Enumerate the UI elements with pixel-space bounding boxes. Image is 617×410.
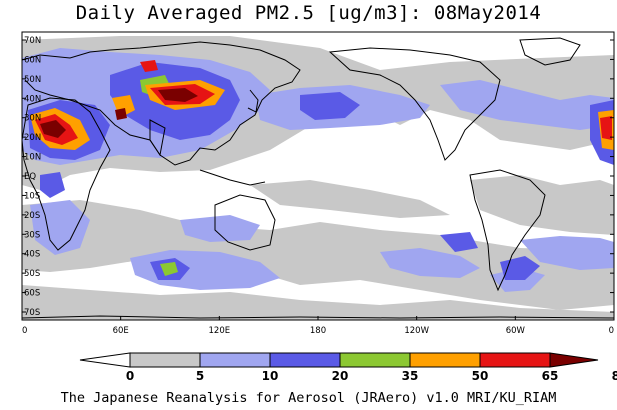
lon-label: 60W	[506, 326, 526, 336]
colorbar-segment	[479, 352, 551, 368]
colorbar-label: 65	[542, 369, 559, 383]
lat-label: 50N	[24, 75, 41, 85]
colorbar-label: 50	[472, 369, 489, 383]
longitude-axis: 0 60E 120E 180 120W 60W 0	[21, 316, 615, 336]
pm25-shading	[22, 36, 614, 320]
colorbar-label: 80	[612, 369, 617, 383]
colorbar-segment	[129, 352, 201, 368]
lat-label: 70N	[24, 36, 41, 46]
lon-label: 120W	[404, 326, 429, 336]
lat-label: 60N	[24, 55, 41, 65]
lon-label: 0	[22, 326, 27, 336]
colorbar-label: 20	[332, 369, 349, 383]
colorbar-segment	[409, 352, 481, 368]
colorbar-segment	[339, 352, 411, 368]
colorbar-arrow-low	[79, 352, 131, 368]
colorbar: 0 5 10 20 35 50 65 80	[79, 352, 617, 383]
lat-label: 70S	[24, 308, 40, 318]
colorbar-segment	[269, 352, 341, 368]
lat-label: 10N	[24, 153, 41, 163]
colorbar-label: 5	[196, 369, 204, 383]
lat-label: 40N	[24, 94, 41, 104]
lat-label: 30S	[24, 230, 40, 240]
lat-label: 20S	[24, 211, 40, 221]
lat-label: 20N	[24, 133, 41, 143]
lon-label: 120E	[209, 326, 231, 336]
colorbar-arrow-high	[549, 352, 599, 368]
lon-label: 60E	[113, 326, 129, 336]
latitude-axis: 70N 60N 50N 40N 30N 20N 10N EQ 10S 20S 30S 40S 50S 60…	[22, 36, 614, 318]
lat-label: 50S	[24, 269, 40, 279]
footer-credit: The Japanese Reanalysis for Aerosol (JRA…	[60, 390, 557, 406]
colorbar-label: 10	[262, 369, 279, 383]
lat-label: 40S	[24, 250, 40, 260]
lon-label: 180	[310, 326, 326, 336]
colorbar-label: 35	[402, 369, 419, 383]
lat-label: EQ	[24, 172, 36, 182]
page-title: Daily Averaged PM2.5 [ug/m3]: 08May2014	[75, 2, 542, 24]
colorbar-segment	[199, 352, 271, 368]
lat-label: 10S	[24, 191, 40, 201]
colorbar-label: 0	[126, 369, 134, 383]
lat-label: 30N	[24, 114, 41, 124]
lon-label: 0	[609, 326, 614, 336]
lat-label: 60S	[24, 289, 40, 299]
coastlines	[22, 37, 614, 319]
